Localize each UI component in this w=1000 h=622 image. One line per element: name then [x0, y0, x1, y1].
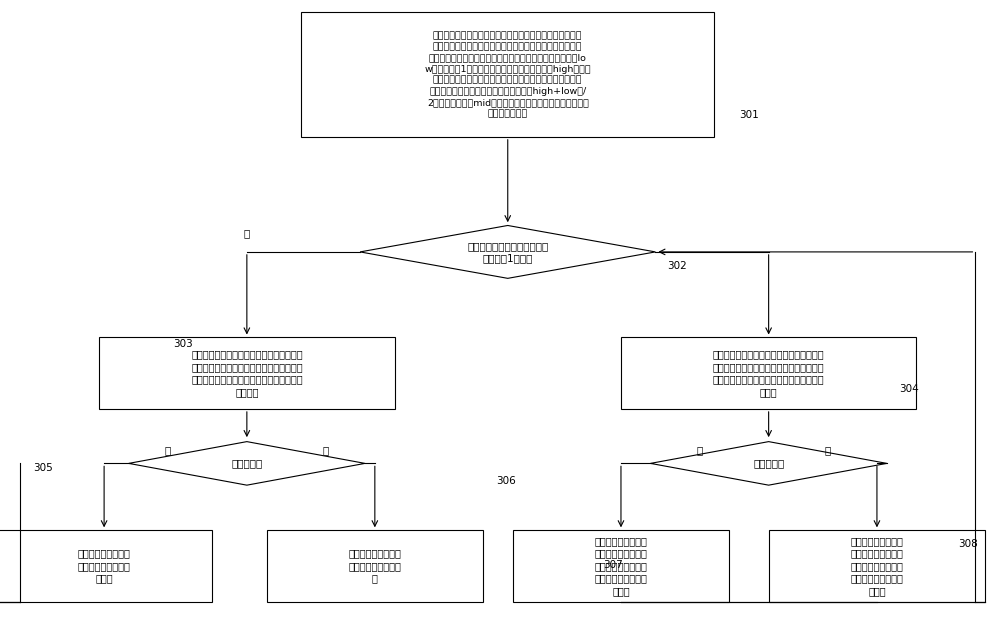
- Text: 是: 是: [322, 445, 329, 455]
- FancyBboxPatch shape: [267, 530, 483, 602]
- Text: 是: 是: [697, 445, 703, 455]
- Text: 由程序加载工具统计第一可执行程序和第二可执行程序中包
含的函数数量，将所有函数分别按在第一可执行程序和第二
可执行程序中的地址顺序排序，将考察排序范围的最低点（: 由程序加载工具统计第一可执行程序和第二可执行程序中包 含的函数数量，将所有函数分…: [424, 31, 591, 118]
- Polygon shape: [129, 442, 365, 485]
- Text: 301: 301: [739, 110, 759, 120]
- Text: 判断最低点的值是否小于最高
点的值与1的差值: 判断最低点的值是否小于最高 点的值与1的差值: [467, 241, 548, 263]
- Text: 运行正确？: 运行正确？: [753, 458, 784, 468]
- Text: 306: 306: [496, 476, 516, 486]
- Text: 308: 308: [959, 539, 978, 549]
- Text: 303: 303: [173, 339, 193, 349]
- Text: 302: 302: [667, 261, 687, 271]
- Text: 第二可执行码中最高
点函数为所求错误函
数: 第二可执行码中最高 点函数为所求错误函 数: [348, 549, 401, 583]
- Text: 否: 否: [244, 228, 250, 238]
- Text: 将第一可执行程序中最低点与中间点之间的
函数替换为第二可执行码中的函数，利用程
序加载工具控制完成替换后的第一可执行程
序运行: 将第一可执行程序中最低点与中间点之间的 函数替换为第二可执行码中的函数，利用程 …: [713, 350, 824, 397]
- FancyBboxPatch shape: [769, 530, 985, 602]
- FancyBboxPatch shape: [301, 12, 714, 137]
- FancyBboxPatch shape: [0, 530, 212, 602]
- Polygon shape: [651, 442, 887, 485]
- Text: 将第一可执行程序中最低点对应的函数替换
为第二可执行码中最低点对应的函数，利用
程序加载工具控制完成替换后的第一可执行
程序运行: 将第一可执行程序中最低点对应的函数替换 为第二可执行码中最低点对应的函数，利用 …: [191, 350, 303, 397]
- Text: 否: 否: [825, 445, 831, 455]
- Text: 运行正确？: 运行正确？: [231, 458, 262, 468]
- Text: 将原中间点的值赋给
最低点，并根据原最
高点的值和新的最低
点的值重新计算中间
点的值: 将原中间点的值赋给 最低点，并根据原最 高点的值和新的最低 点的值重新计算中间 …: [595, 536, 647, 596]
- Text: 第二可执行码中最低
点的函数就是所求错
误函数: 第二可执行码中最低 点的函数就是所求错 误函数: [78, 549, 131, 583]
- Text: 否: 否: [165, 445, 171, 455]
- Text: 304: 304: [900, 384, 919, 394]
- FancyBboxPatch shape: [621, 337, 916, 409]
- Text: 305: 305: [33, 463, 53, 473]
- Polygon shape: [360, 226, 655, 279]
- Text: 将原中间点的值赋给
最高点，并根据原最
低点的值和新的最高
点的值重新计算中间
点的值: 将原中间点的值赋给 最高点，并根据原最 低点的值和新的最高 点的值重新计算中间 …: [850, 536, 903, 596]
- FancyBboxPatch shape: [513, 530, 729, 602]
- Text: 307: 307: [603, 560, 623, 570]
- FancyBboxPatch shape: [99, 337, 395, 409]
